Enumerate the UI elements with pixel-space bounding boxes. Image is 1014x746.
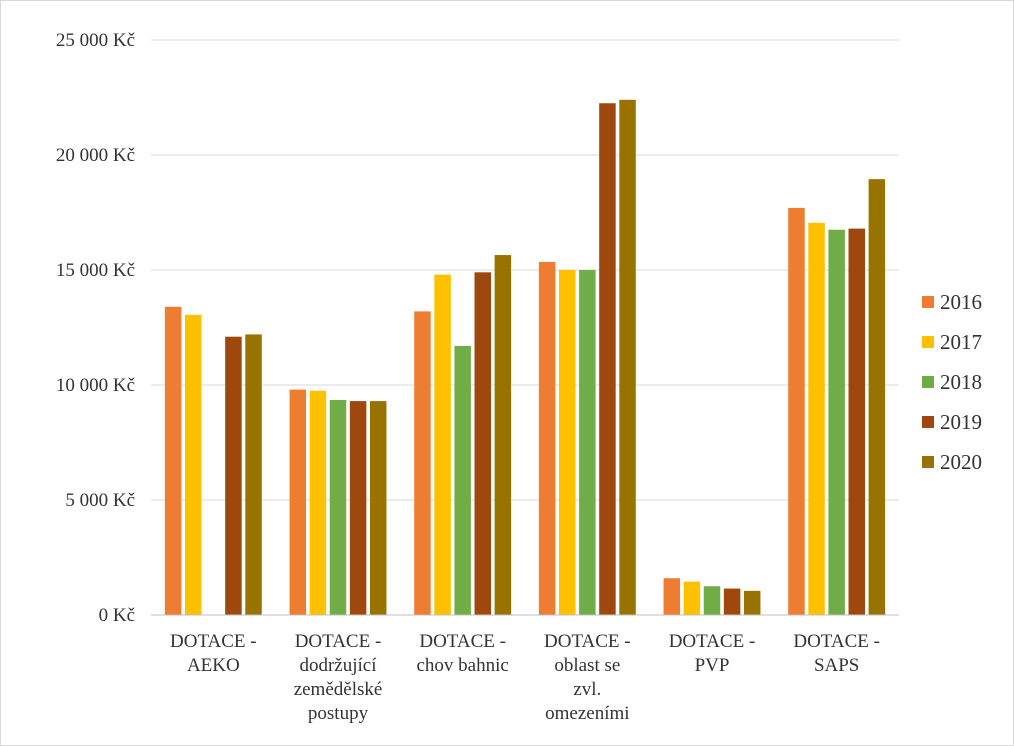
bar-2019 (848, 228, 866, 615)
bar-2017 (558, 270, 576, 615)
bar-2020 (619, 99, 636, 616)
x-tick-label: DOTACE -chov bahnic (417, 631, 509, 676)
bar-2019 (225, 336, 242, 615)
y-tick-label: 10 000 Kč (56, 375, 135, 396)
bar-2020 (743, 590, 761, 615)
legend-swatch-2020 (922, 456, 934, 468)
legend-swatch-2016 (922, 296, 934, 308)
bar-2016 (289, 389, 307, 615)
x-tick-label: DOTACE -SAPS (793, 631, 880, 676)
legend-label: 2017 (940, 330, 982, 354)
legend: 2016 2017 2018 2019 2020 (922, 290, 982, 474)
bar-2016 (164, 306, 182, 615)
legend-label: 2016 (940, 290, 982, 314)
legend-swatch-2019 (922, 416, 934, 428)
x-tick-label: DOTACE -oblast se zvl. omezeními (544, 631, 631, 724)
bar-2019 (599, 103, 616, 615)
y-tick-label: 25 000 Kč (56, 30, 135, 51)
x-tick-label: DOTACE -AEKO (170, 631, 257, 676)
legend-label: 2020 (940, 450, 982, 474)
bar-2020 (868, 179, 886, 615)
bar-2016 (788, 207, 805, 615)
bar-2017 (434, 274, 451, 615)
y-tick-label: 5 000 Kč (65, 490, 135, 511)
legend-swatch-2017 (922, 336, 934, 348)
legend-label: 2018 (940, 370, 982, 394)
gridlines (151, 39, 899, 501)
bar-2018 (329, 399, 347, 615)
x-tick-label: DOTACE -PVP (669, 631, 756, 676)
bar-2017 (309, 390, 327, 615)
bar-2018 (579, 270, 596, 615)
bar-2016 (414, 311, 431, 615)
x-axis: DOTACE -AEKO DOTACE -dodržující zemědělské… (151, 614, 899, 724)
x-tick-label: DOTACE -dodržující zemědělské postupy (294, 631, 383, 724)
bar-2018 (454, 345, 471, 615)
y-tick-label: 15 000 Kč (56, 260, 135, 281)
bar-2017 (184, 314, 202, 615)
bars (164, 99, 886, 616)
bar-2020 (494, 255, 512, 616)
bar-2019 (474, 272, 492, 615)
bar-2018 (828, 229, 845, 615)
bar-2018 (703, 586, 721, 615)
y-tick-label: 20 000 Kč (56, 145, 135, 166)
bar-2020 (369, 401, 387, 615)
bar-2020 (245, 334, 262, 615)
bar-2016 (663, 578, 681, 615)
bar-2017 (683, 581, 701, 615)
bar-2017 (808, 222, 825, 615)
legend-label: 2019 (940, 410, 982, 434)
bar-2019 (723, 588, 741, 615)
bar-2019 (349, 401, 367, 615)
legend-swatch-2018 (922, 376, 934, 388)
bar-2016 (538, 261, 556, 615)
y-axis: 0 Kč 5 000 Kč 10 000 Kč 15 000 Kč 20 000 Kč 2… (56, 30, 135, 626)
y-tick-label: 0 Kč (99, 605, 135, 626)
